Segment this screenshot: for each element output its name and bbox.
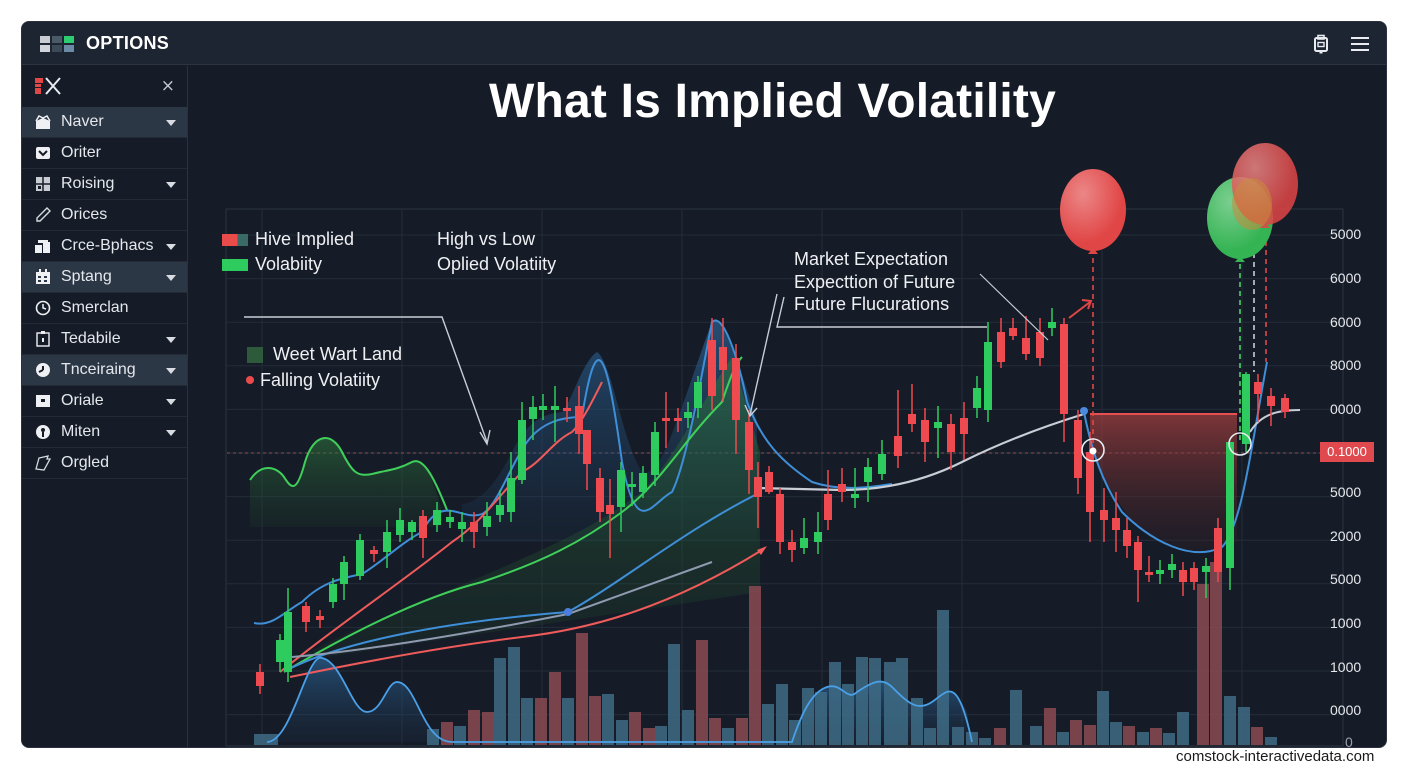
annotation-falling: Falling Volatiity	[260, 370, 381, 390]
sidebar-item-sptang[interactable]: Sptang	[22, 262, 187, 293]
y-tick-label: 1000	[1330, 659, 1362, 675]
logo-cell	[64, 36, 74, 43]
sidebar-item-tedabile[interactable]: Tedabile	[22, 324, 187, 355]
page-title: What Is Implied Volatility	[488, 75, 1057, 128]
sidebar-item-label: Crce-Bphacs	[61, 237, 154, 254]
sidebar-item-label: Oriale	[61, 392, 104, 409]
app-logo-icon	[40, 36, 74, 52]
sidebar-item-smerclan[interactable]: Smerclan	[22, 293, 187, 324]
sidebar-header: ×	[22, 66, 187, 107]
sidebar-item-label: Naver	[61, 113, 104, 130]
legend-swatch-implied	[222, 234, 248, 246]
y-tick-label: 1000	[1330, 615, 1362, 631]
y-tick-label: 0000	[1330, 401, 1362, 417]
square-icon	[34, 392, 52, 410]
y-tick-label: 6000	[1330, 270, 1362, 286]
tag-icon	[34, 454, 52, 472]
logo-cell	[40, 45, 50, 52]
sidebar-item-label: Oriter	[61, 144, 101, 161]
pie-icon	[34, 361, 52, 379]
sidebar-item-label: Roising	[61, 175, 115, 192]
app-window: OPTIONS × Naver Oriter Roising Orices Crce-B…	[21, 21, 1387, 748]
fx-icon	[34, 76, 66, 96]
chevron-down-icon[interactable]	[166, 399, 176, 405]
chevron-down-icon[interactable]	[166, 430, 176, 436]
sidebar-item-label: Tnceiraing	[61, 361, 136, 378]
logo-cell	[52, 36, 62, 43]
sidebar-item-label: Sptang	[61, 268, 112, 285]
sidebar-menu: Naver Oriter Roising Orices Crce-Bphacs Sptan…	[22, 107, 187, 479]
sidebar-item-label: Smerclan	[61, 299, 129, 316]
calendar-icon	[34, 268, 52, 286]
y-tick-label: 5000	[1330, 226, 1362, 242]
chart-blocks-icon	[34, 237, 52, 255]
grid-icon	[34, 175, 52, 193]
sidebar-item-oriter[interactable]: Oriter	[22, 138, 187, 169]
annotation-market-1: Market Expectation	[794, 249, 949, 269]
footer-credit[interactable]: comstock-interactivedata.com	[1176, 748, 1375, 765]
annotation-market-3: Future Flucurations	[794, 294, 950, 314]
sidebar-item-oriale[interactable]: Oriale	[22, 386, 187, 417]
sidebar-item-label: Orgled	[61, 454, 110, 471]
annotation-high-low-1: High vs Low	[437, 229, 536, 249]
menu-icon[interactable]	[1349, 33, 1371, 55]
sidebar-item-naver[interactable]: Naver	[22, 107, 187, 138]
legend-label-implied: Hive Implied	[255, 229, 355, 249]
main-content: What Is Implied Volatility Hive Implied …	[189, 66, 1386, 747]
wet-land-swatch	[247, 347, 263, 363]
logo-cell	[64, 45, 74, 52]
chevron-down-icon[interactable]	[166, 368, 176, 374]
legend-swatch-volatility	[222, 259, 248, 271]
chevron-down-icon[interactable]	[166, 337, 176, 343]
sidebar-close-button[interactable]: ×	[160, 76, 175, 96]
falling-dot-icon	[246, 376, 254, 384]
y-tick-label: 0	[1345, 734, 1353, 748]
clock-icon	[34, 299, 52, 317]
implied-volatility-chart[interactable]	[189, 66, 1387, 748]
annotation-market-2: Expecttion of Future	[794, 272, 956, 292]
y-tick-label: 6000	[1330, 314, 1362, 330]
pencil-icon	[34, 206, 52, 224]
logo-cell	[40, 36, 50, 43]
balloon-icon	[1060, 169, 1126, 254]
y-tick-label: 5000	[1330, 484, 1362, 500]
sidebar-item-label: Orices	[61, 206, 108, 223]
sidebar-item-orgled[interactable]: Orgled	[22, 448, 187, 479]
sidebar: × Naver Oriter Roising Orices Crce-Bphacs Spt…	[22, 66, 188, 747]
sidebar-item-crce-bphacs[interactable]: Crce-Bphacs	[22, 231, 187, 262]
annotation-wet-land: Weet Wart Land	[273, 344, 403, 364]
chevron-down-icon[interactable]	[166, 244, 176, 250]
legend-label-volatility: Volabiity	[255, 254, 323, 274]
sidebar-item-label: Tedabile	[61, 330, 121, 347]
chevron-down-icon[interactable]	[166, 275, 176, 281]
clipboard-icon	[34, 330, 52, 348]
y-tick-label: 2000	[1330, 528, 1362, 544]
sidebar-item-orices[interactable]: Orices	[22, 200, 187, 231]
clipboard-icon[interactable]	[1310, 33, 1332, 55]
app-title: OPTIONS	[86, 33, 170, 53]
inbox-icon	[34, 144, 52, 162]
logo-cell	[52, 45, 62, 52]
chevron-down-icon[interactable]	[166, 120, 176, 126]
y-tick-label: 5000	[1330, 571, 1362, 587]
price-tag: 0.1000	[1320, 442, 1374, 462]
sidebar-item-roising[interactable]: Roising	[22, 169, 187, 200]
info-circle-icon	[34, 423, 52, 441]
sidebar-item-label: Miten	[61, 423, 101, 440]
sidebar-item-tnceiraing[interactable]: Tnceiraing	[22, 355, 187, 386]
annotation-high-low-2: Oplied Volatiity	[437, 254, 557, 274]
sidebar-item-miten[interactable]: Miten	[22, 417, 187, 448]
titlebar: OPTIONS	[22, 22, 1386, 65]
y-tick-label: 0000	[1330, 702, 1362, 718]
box-open-icon	[34, 113, 52, 131]
chevron-down-icon[interactable]	[166, 182, 176, 188]
y-tick-label: 8000	[1330, 357, 1362, 373]
